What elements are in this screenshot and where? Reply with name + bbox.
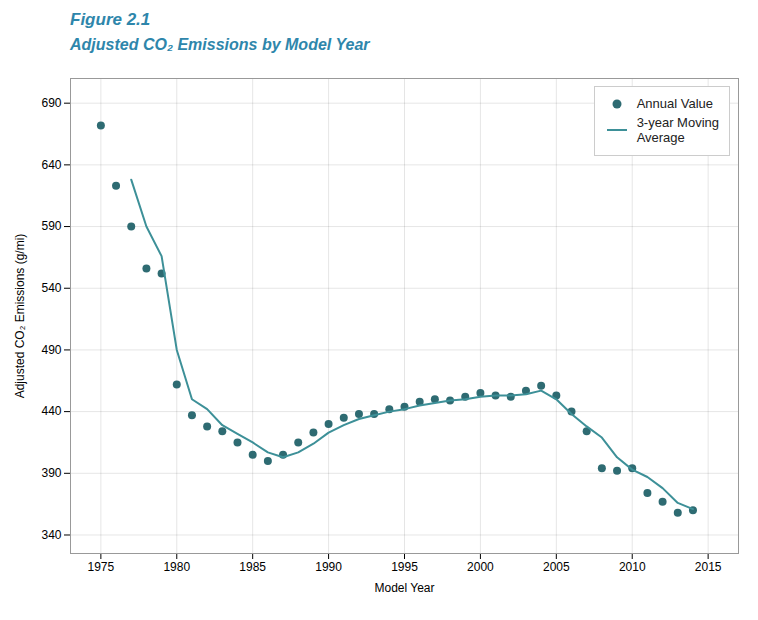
svg-text:1985: 1985 <box>239 560 266 574</box>
svg-text:2015: 2015 <box>695 560 722 574</box>
svg-text:390: 390 <box>41 466 61 480</box>
svg-text:590: 590 <box>41 219 61 233</box>
svg-text:340: 340 <box>41 528 61 542</box>
svg-text:1995: 1995 <box>391 560 418 574</box>
svg-text:540: 540 <box>41 281 61 295</box>
svg-text:690: 690 <box>41 96 61 110</box>
svg-text:440: 440 <box>41 404 61 418</box>
svg-text:2005: 2005 <box>543 560 570 574</box>
html-text:3-year Moving Average: 3-year Moving Average <box>636 114 719 146</box>
svg-text:Adjusted CO₂ Emissions (g/mi): Adjusted CO₂ Emissions (g/mi) <box>13 234 27 399</box>
svg-text:2010: 2010 <box>619 560 646 574</box>
svg-text:1975: 1975 <box>88 560 115 574</box>
html-text:Annual Value: Annual Value <box>636 96 713 111</box>
svg-text:Model Year: Model Year <box>374 581 434 595</box>
svg-text:1980: 1980 <box>163 560 190 574</box>
svg-text:2000: 2000 <box>467 560 494 574</box>
html-text:Figure 2.1: Figure 2.1 <box>70 10 151 29</box>
html-text:Adjusted CO₂ Emissions by Mode: Adjusted CO₂ Emissions by Model Year <box>70 36 370 53</box>
svg-text:1990: 1990 <box>315 560 342 574</box>
svg-text:490: 490 <box>41 343 61 357</box>
svg-text:640: 640 <box>41 158 61 172</box>
